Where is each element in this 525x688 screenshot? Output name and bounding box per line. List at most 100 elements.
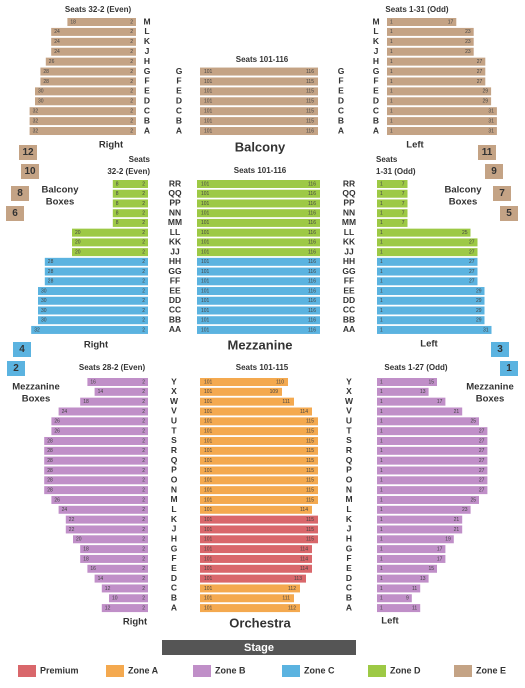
row-label: W (345, 396, 354, 406)
seat-number: 1 (380, 249, 383, 255)
seat-number: 115 (306, 99, 314, 105)
seat-number: 1 (380, 389, 383, 395)
row-label: L (346, 504, 351, 514)
seat-number: 101 (204, 537, 213, 543)
row-label: F (373, 76, 378, 86)
seat-row-center (200, 407, 312, 416)
seat-row-right (40, 67, 136, 76)
seat-number: 1 (390, 49, 393, 55)
seat-number: 20 (76, 537, 82, 543)
seat-row-left (377, 584, 421, 593)
seat-number: 24 (62, 507, 68, 513)
seat-row-center (200, 417, 318, 426)
seat-number: 1 (380, 191, 383, 197)
seat-row-left (377, 387, 429, 396)
seat-row-center (197, 267, 320, 276)
row-label: GG (168, 266, 182, 276)
seat-number: 7 (402, 220, 405, 226)
seat-row-left (377, 525, 463, 534)
seat-number: 18 (70, 19, 76, 25)
seat-number: 20 (75, 230, 81, 236)
row-label: J (374, 46, 379, 56)
row-label: E (171, 563, 177, 573)
seat-number: 101 (201, 298, 210, 304)
seat-row-left (377, 267, 478, 276)
legend-label: Zone A (128, 665, 159, 675)
seat-row-right (29, 127, 137, 136)
seat-number: 113 (294, 576, 302, 582)
seat-row-right (112, 209, 148, 218)
seat-number: 28 (43, 79, 49, 85)
seat-row-left (387, 27, 474, 36)
seat-number: 17 (448, 19, 454, 25)
seat-row-center (200, 545, 312, 554)
seat-number: 115 (306, 109, 314, 115)
row-label: H (144, 56, 150, 66)
seat-number: 1 (380, 458, 383, 464)
seat-number: 24 (62, 409, 68, 415)
row-label: G (346, 543, 353, 553)
seat-row-left (377, 218, 408, 227)
row-label: RR (169, 178, 181, 188)
seat-number: 2 (130, 99, 133, 105)
seat-row-left (377, 277, 478, 286)
seat-number: 101 (201, 240, 210, 246)
boxes-label: Boxes (22, 394, 51, 405)
seat-number: 2 (142, 201, 145, 207)
seat-number: 1 (380, 419, 383, 425)
seat-number: 101 (201, 181, 210, 187)
row-label: RR (343, 178, 355, 188)
seat-row-center (200, 564, 312, 573)
seat-number: 115 (306, 438, 314, 444)
row-label: E (338, 86, 344, 96)
seat-number: 1 (380, 556, 383, 562)
seat-row-right (72, 238, 148, 247)
seat-number: 21 (454, 527, 460, 533)
seat-row-left (377, 248, 478, 257)
row-label: B (373, 115, 379, 125)
box (500, 206, 518, 221)
seat-row-center (200, 387, 282, 396)
seat-number: 32 (34, 327, 40, 333)
seat-number: 30 (41, 318, 47, 324)
legend-label: Zone E (476, 665, 506, 675)
seat-row-center (200, 456, 318, 465)
row-label: L (373, 26, 378, 36)
seat-row-left (377, 199, 408, 208)
row-label: AA (169, 324, 181, 334)
seat-number: 116 (306, 69, 314, 75)
row-label: QQ (342, 188, 356, 198)
row-label: CC (169, 305, 181, 315)
seat-row-center (197, 277, 320, 286)
seat-number: 101 (204, 576, 213, 582)
row-label: D (338, 96, 344, 106)
seat-number: 1 (380, 527, 383, 533)
row-label: Q (346, 455, 353, 465)
seat-number: 2 (130, 49, 133, 55)
seat-number: 101 (204, 79, 213, 85)
boxes-label: Mezzanine (12, 382, 60, 393)
row-label: F (144, 76, 149, 86)
seat-number: 2 (142, 546, 145, 552)
section-header: 1-31 (Odd) (376, 167, 416, 176)
seat-row-left (377, 397, 446, 406)
seat-number: 1 (380, 409, 383, 415)
row-label: M (143, 16, 150, 26)
row-label: MM (342, 217, 356, 227)
row-label: U (346, 416, 352, 426)
row-label: Q (171, 455, 178, 465)
seat-row-center (200, 436, 318, 445)
row-label: FF (344, 276, 354, 286)
row-label: B (338, 115, 344, 125)
seat-number: 29 (483, 89, 489, 95)
seat-number: 101 (201, 327, 210, 333)
seat-number: 2 (142, 379, 145, 385)
seat-row-right (94, 387, 148, 396)
section-header: Seats (376, 155, 398, 164)
seat-number: 101 (204, 428, 213, 434)
row-label: A (176, 125, 182, 135)
seat-row-right (65, 515, 148, 524)
seat-row-center (197, 287, 320, 296)
section-name: Mezzanine (227, 337, 292, 352)
seat-number: 28 (48, 259, 54, 265)
